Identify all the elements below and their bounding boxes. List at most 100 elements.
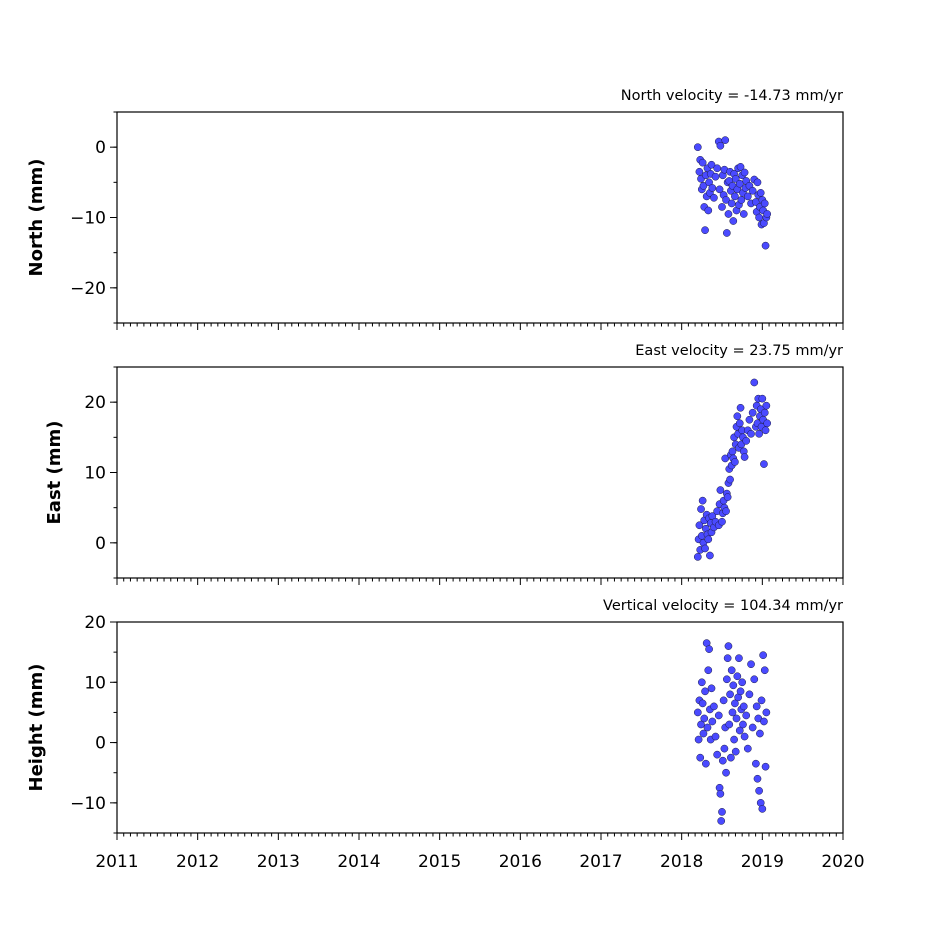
north-y-tick-label: −20 <box>70 279 106 299</box>
east-y-tick-label: 20 <box>84 393 106 413</box>
height-data-point <box>723 654 732 663</box>
north-data-point <box>737 196 746 204</box>
north-data-point <box>731 192 739 201</box>
height-y-axis-label: Height (mm) <box>26 664 47 792</box>
height-panel: 20 10 0 −10 2011 2012 2013 2014 2015 2016 2017 2018… <box>26 598 865 872</box>
height-data-point <box>713 750 722 759</box>
height-data-point <box>703 723 712 732</box>
east-data-point <box>736 403 745 412</box>
x-tick-label: 2018 <box>660 852 703 872</box>
north-data-point <box>743 192 752 201</box>
height-data-point <box>708 717 717 726</box>
height-data-point <box>698 699 707 708</box>
height-data-point <box>761 762 770 771</box>
height-data-point <box>742 711 751 720</box>
north-data-point <box>699 182 708 190</box>
height-data-point <box>718 808 726 816</box>
east-data-point <box>718 517 726 526</box>
height-data-point <box>697 678 706 687</box>
height-data-point <box>704 666 713 675</box>
north-velocity-title: North velocity = -14.73 mm/yr <box>621 88 843 104</box>
height-data-point <box>755 786 763 795</box>
height-data-point <box>740 732 749 741</box>
east-data-point <box>748 408 757 417</box>
height-data-point <box>716 789 725 798</box>
height-data-point <box>710 702 718 711</box>
north-data-point <box>722 229 731 237</box>
north-data-point <box>755 213 763 222</box>
east-data-point <box>762 401 771 410</box>
height-data-point <box>757 696 766 705</box>
height-data-point <box>759 651 767 660</box>
height-data-point <box>760 666 769 675</box>
east-data-point <box>697 505 705 513</box>
east-data-point <box>706 551 714 560</box>
height-data-point <box>705 645 713 653</box>
east-data-point <box>750 378 759 387</box>
north-data-point <box>735 179 744 188</box>
east-data-point <box>733 412 742 421</box>
east-y-tick-label: 10 <box>84 464 106 484</box>
north-data-point <box>724 210 733 218</box>
height-data-point <box>735 726 744 735</box>
north-data-point <box>716 141 725 150</box>
north-panel: 0 −10 −20 North (mm) North velocity = -14.73… <box>26 88 844 330</box>
height-data-point <box>732 714 741 723</box>
east-y-axis-label: East (mm) <box>44 421 65 525</box>
height-y-tick-label: 10 <box>84 673 106 693</box>
north-data-point <box>721 136 730 144</box>
height-data-point <box>758 805 767 813</box>
x-tick-label: 2014 <box>337 852 380 872</box>
height-data-point <box>735 654 743 663</box>
east-data-point <box>761 426 770 435</box>
height-data-point <box>736 687 745 696</box>
height-data-point <box>728 708 737 717</box>
height-data-point <box>752 702 761 711</box>
height-data-point <box>724 642 733 650</box>
height-data-point <box>752 759 760 768</box>
height-data-point <box>743 744 752 753</box>
height-data-point <box>726 690 734 699</box>
height-velocity-title: Vertical velocity = 104.34 mm/yr <box>603 598 843 614</box>
x-tick-label: 2016 <box>499 852 542 872</box>
north-data-point <box>753 178 762 187</box>
north-data-point <box>740 168 749 177</box>
height-data-point <box>747 660 755 669</box>
height-data-point <box>725 720 734 729</box>
height-data-point <box>739 702 748 711</box>
east-data-point <box>740 453 749 461</box>
height-data-point <box>729 681 738 690</box>
east-data-point <box>745 415 754 424</box>
east-plot-frame <box>116 366 844 579</box>
north-data-point <box>761 241 770 250</box>
east-data-point <box>758 394 767 403</box>
height-data-point <box>700 714 709 723</box>
height-data-point <box>722 675 731 684</box>
north-data-point <box>713 164 722 173</box>
north-data-point <box>701 226 709 235</box>
north-data-point <box>698 158 707 167</box>
x-tick-label: 2012 <box>176 852 219 872</box>
east-data-point <box>698 496 707 505</box>
north-data-point <box>756 189 765 197</box>
height-data-point <box>697 720 705 729</box>
east-data-point <box>701 544 709 553</box>
north-data-point <box>711 172 720 181</box>
height-plot-frame <box>116 621 844 834</box>
height-data-point <box>731 699 739 708</box>
east-data-point <box>742 437 751 445</box>
north-data-point <box>729 217 738 225</box>
north-data-point <box>763 210 772 218</box>
height-data-point <box>720 744 729 753</box>
height-data-point <box>719 696 728 705</box>
east-data-point <box>728 447 737 456</box>
x-tick-label: 2017 <box>579 852 622 872</box>
north-data-point <box>748 186 757 195</box>
north-data-point <box>707 160 716 169</box>
east-data-point <box>760 460 768 468</box>
height-data-point <box>762 708 771 717</box>
north-y-tick-label: −10 <box>70 209 106 229</box>
height-data-point <box>714 711 723 720</box>
height-y-tick-label: −10 <box>70 794 106 814</box>
height-data-point <box>699 729 708 738</box>
